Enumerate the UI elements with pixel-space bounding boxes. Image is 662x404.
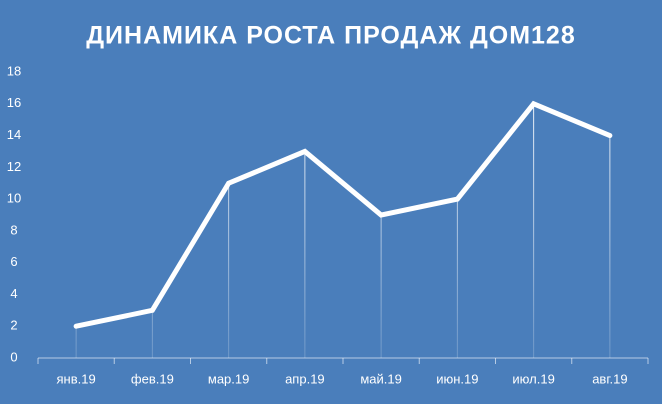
x-tick-label: мар.19 xyxy=(208,371,249,386)
y-tick-label: 16 xyxy=(7,95,21,110)
chart-title: ДИНАМИКА РОСТА ПРОДАЖ ДОМ128 xyxy=(86,22,576,50)
y-tick-label: 8 xyxy=(10,222,17,237)
x-tick-label: апр.19 xyxy=(285,371,325,386)
x-tick-label: май.19 xyxy=(360,371,402,386)
x-tick-label: янв.19 xyxy=(57,371,96,386)
y-tick-label: 12 xyxy=(7,159,21,174)
y-tick-label: 18 xyxy=(7,63,21,78)
data-line xyxy=(73,100,613,329)
x-tick-label: июн.19 xyxy=(436,371,478,386)
y-tick-label: 10 xyxy=(7,191,21,206)
x-tick-label: авг.19 xyxy=(592,371,627,386)
x-tick-label: фев.19 xyxy=(131,371,174,386)
y-tick-label: 14 xyxy=(7,127,21,142)
y-tick-label: 2 xyxy=(10,318,17,333)
y-tick-label: 6 xyxy=(10,254,17,269)
x-tick-label: июл.19 xyxy=(512,371,554,386)
y-tick-label: 0 xyxy=(10,349,17,364)
y-tick-label: 4 xyxy=(10,286,17,301)
